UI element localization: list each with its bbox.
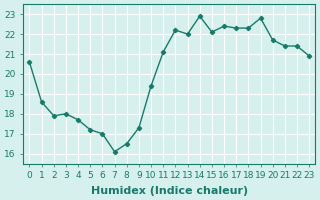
X-axis label: Humidex (Indice chaleur): Humidex (Indice chaleur) [91,186,248,196]
